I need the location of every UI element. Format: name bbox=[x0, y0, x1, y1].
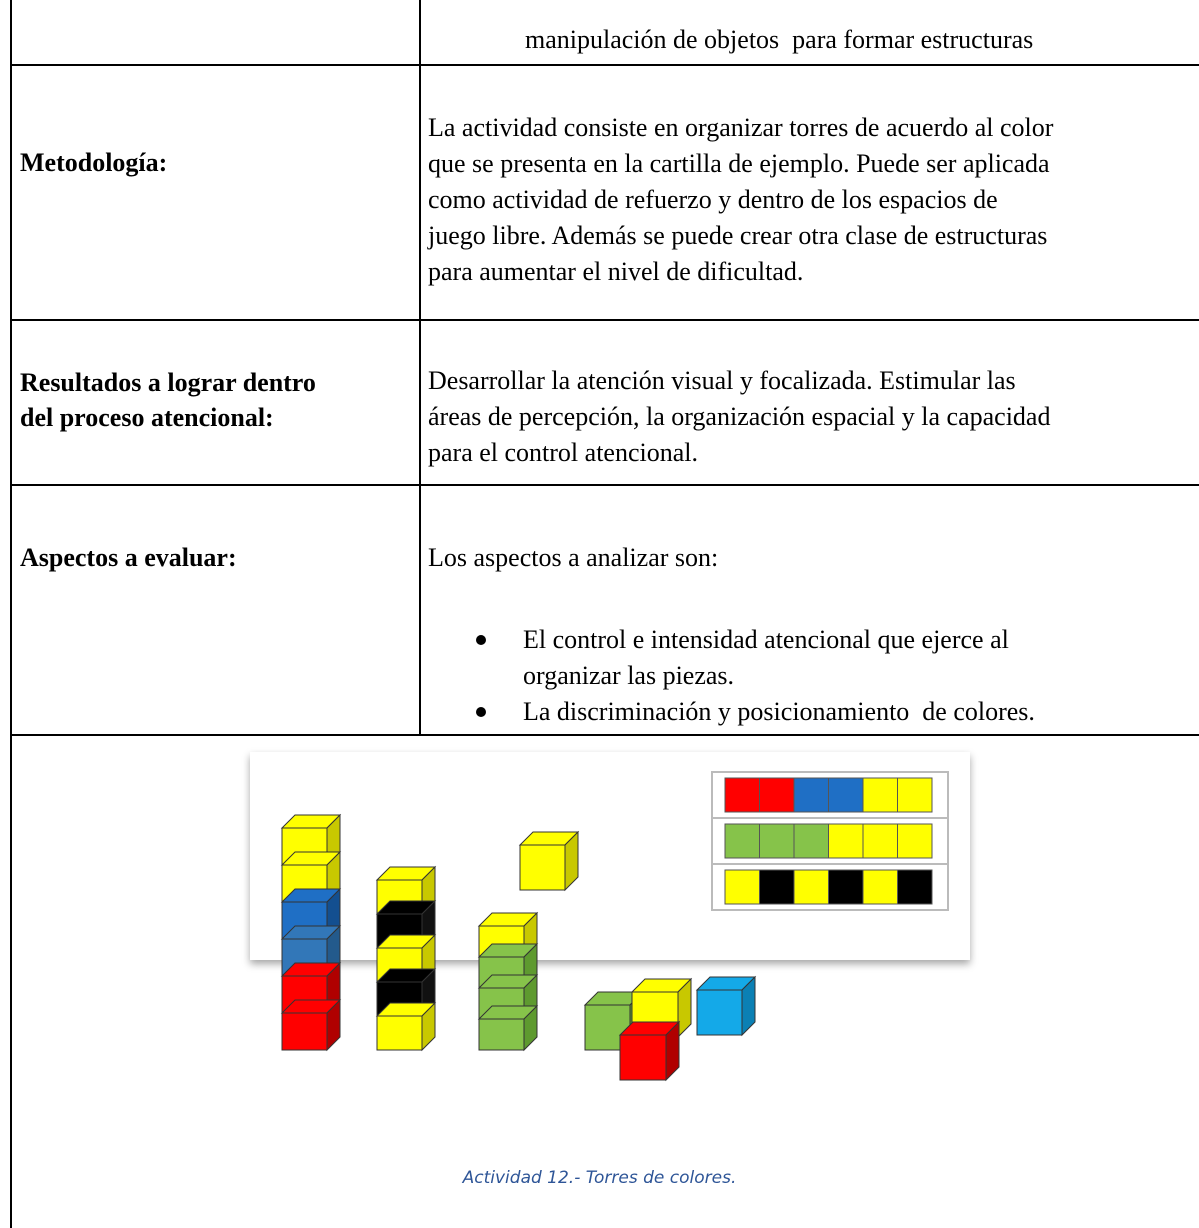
border-left bbox=[10, 0, 12, 1228]
cell-text: áreas de percepción, la organización esp… bbox=[428, 402, 1051, 431]
cube-face bbox=[478, 1018, 525, 1051]
cell-text: La discriminación y posicionamiento de c… bbox=[523, 697, 1035, 726]
caption: Actividad 12.- Torres de colores. bbox=[462, 1168, 737, 1188]
cube-face bbox=[793, 777, 829, 813]
cube-face bbox=[724, 777, 760, 813]
cell-text: juego libre. Además se puede crear otra … bbox=[428, 221, 1048, 250]
cube-face bbox=[724, 823, 760, 859]
cell-text: Desarrollar la atención visual y focaliz… bbox=[428, 366, 1016, 395]
cube-face bbox=[793, 823, 829, 859]
bullet bbox=[476, 635, 486, 645]
cube-face bbox=[862, 869, 898, 905]
cell-text: El control e intensidad atencional que e… bbox=[523, 625, 1009, 654]
row-line bbox=[10, 319, 1199, 321]
cube-face bbox=[897, 777, 933, 813]
cube-face bbox=[862, 823, 898, 859]
row-label: Metodología: bbox=[20, 148, 168, 177]
cube-face bbox=[519, 844, 566, 891]
cube-face bbox=[281, 1012, 328, 1051]
cell-text: La actividad consiste en organizar torre… bbox=[428, 113, 1054, 142]
cube-face bbox=[793, 869, 829, 905]
cube-face bbox=[897, 869, 933, 905]
row-label: Aspectos a evaluar: bbox=[20, 543, 237, 572]
cube-face bbox=[696, 989, 743, 1036]
cell-text: manipulación de objetos para formar estr… bbox=[525, 25, 1034, 54]
row-line bbox=[10, 734, 1199, 736]
row-label: Resultados a lograr dentro bbox=[20, 368, 316, 397]
cell-text: para aumentar el nivel de dificultad. bbox=[428, 257, 804, 286]
cube-face bbox=[828, 869, 864, 905]
cube-face bbox=[759, 777, 795, 813]
cell-text: Los aspectos a analizar son: bbox=[428, 543, 719, 572]
cube-face bbox=[862, 777, 898, 813]
cubes bbox=[280, 771, 949, 1082]
cube-face bbox=[619, 1034, 667, 1081]
cube-face bbox=[376, 1015, 423, 1051]
bullet bbox=[476, 707, 486, 717]
cube-face bbox=[724, 869, 760, 905]
border-middle bbox=[419, 0, 421, 736]
cube-face bbox=[828, 777, 864, 813]
cell-text: organizar las piezas. bbox=[523, 661, 735, 690]
cell-text: como actividad de refuerzo y dentro de l… bbox=[428, 185, 998, 214]
row-label: del proceso atencional: bbox=[20, 403, 274, 432]
row-line bbox=[10, 484, 1199, 486]
cube-face bbox=[759, 869, 795, 905]
cube-face bbox=[897, 823, 933, 859]
cube-face bbox=[828, 823, 864, 859]
row-line bbox=[10, 64, 1199, 66]
cell-text: para el control atencional. bbox=[428, 438, 698, 467]
cell-text: que se presenta en la cartilla de ejempl… bbox=[428, 149, 1050, 178]
cube-face bbox=[759, 823, 795, 859]
